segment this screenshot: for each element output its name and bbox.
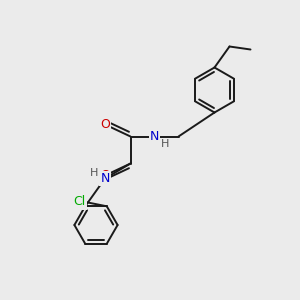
- Text: N: N: [150, 130, 159, 143]
- Text: N: N: [100, 172, 110, 185]
- Text: Cl: Cl: [74, 195, 86, 208]
- Text: O: O: [100, 169, 110, 182]
- Text: H: H: [90, 167, 99, 178]
- Text: H: H: [161, 139, 169, 149]
- Text: O: O: [100, 118, 110, 131]
